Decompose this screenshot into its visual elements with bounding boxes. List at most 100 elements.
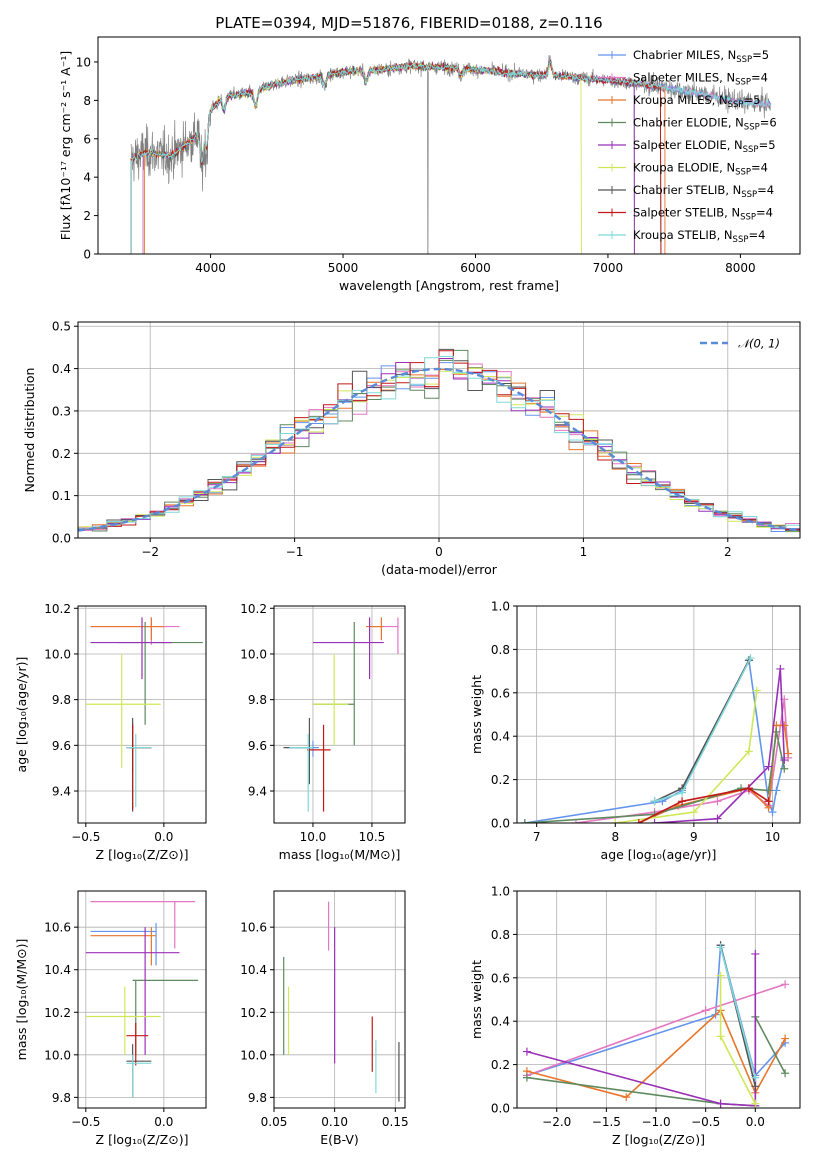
x-tick-label: −1.5: [592, 1115, 621, 1129]
x-tick-label: −0.5: [71, 830, 100, 844]
y-tick-label: 0.8: [491, 928, 510, 942]
age-Z-plot-area: [85, 617, 203, 812]
age-Z-frame: [77, 605, 207, 824]
y-tick-label: 2: [83, 209, 91, 223]
mass-weight-point: [781, 1069, 790, 1078]
chart-title: PLATE=0394, MJD=51876, FIBERID=0188, z=0…: [215, 14, 602, 32]
y-tick-label: 10.0: [44, 647, 71, 661]
y-tick-label: 10.4: [44, 963, 71, 977]
mass-weight-line: [719, 975, 757, 1105]
y-tick-label: 6: [83, 132, 91, 146]
mass-weight-point: [678, 788, 687, 797]
y-tick-label: 8: [83, 94, 91, 108]
mass-weight-point: [522, 1073, 531, 1082]
spectrum-plot-area: [130, 54, 772, 254]
x-tick-label: 6000: [460, 261, 491, 275]
legend-entry-name: Chabrier STELIB, N: [633, 183, 741, 197]
legend-entry-suffix: =4: [757, 183, 774, 197]
x-tick-label: −0.5: [691, 1115, 720, 1129]
y-tick-label: 9.8: [248, 693, 267, 707]
mass-weight-point: [764, 762, 773, 771]
y-tick-label: 4: [83, 171, 91, 185]
mass-EBV-frame: [273, 890, 406, 1109]
mass-weight-point: [716, 971, 725, 980]
legend-entry-suffix: =5: [743, 93, 760, 107]
legend-entry: Kroupa STELIB, NSSP=4: [633, 228, 765, 245]
legend-entry-subscript: SSP: [740, 213, 756, 223]
x-tick-label: 0.0: [154, 1115, 173, 1129]
y-tick-label: 0.4: [491, 730, 510, 744]
x-tick-label: −2.0: [542, 1115, 571, 1129]
legend-entry: Salpeter MILES, NSSP=4: [633, 71, 768, 88]
mass-weight-line: [526, 953, 757, 1107]
mass-Z-panel: −0.5 0.0 9.8 10.0 10.2 10.4 10.6 Z [log₁₀(Z/Z⊙)…: [14, 890, 207, 1147]
mass-weight-line: [654, 659, 750, 803]
mass-weight-Z-panel: −2.0 −1.5 −1.0 −0.5 0.0 0.0 0.2 0.4 0.6 0.8 1.0 Z […: [469, 885, 801, 1147]
x-tick-label: 10.0: [300, 830, 327, 844]
mass-weight-point: [772, 786, 781, 795]
legend-entry-name: Salpeter STELIB, N: [633, 206, 740, 220]
x-tick-label: −2: [141, 545, 159, 559]
x-tick-label: −0.5: [71, 1115, 100, 1129]
mass-weight-point: [780, 756, 789, 765]
legend-entry: Chabrier STELIB, NSSP=4: [633, 183, 774, 200]
x-tick-label: 1: [580, 545, 588, 559]
mass-weight-point: [744, 784, 753, 793]
legend-entry-subscript: SSP: [735, 78, 751, 88]
legend-entry-subscript: SSP: [728, 100, 744, 110]
x-tick-label: 10: [765, 830, 780, 844]
normal-curve-line: [78, 367, 798, 532]
mass-weight-point: [768, 808, 777, 817]
mass-weight-point: [752, 686, 761, 695]
mass-weight-point: [713, 797, 722, 806]
mass-weight-point: [650, 819, 659, 823]
y-tick-label: 10.0: [240, 1048, 267, 1062]
x-tick-label: 0.0: [746, 1115, 765, 1129]
x-tick-label: 4000: [195, 261, 226, 275]
x-tick-label: 8000: [725, 261, 756, 275]
x-axis-label: Z [log₁₀(Z/Z⊙)]: [96, 1132, 189, 1147]
x-axis-label: (data-model)/error: [381, 562, 498, 577]
x-tick-label: 2: [724, 545, 732, 559]
x-tick-label: 10.5: [359, 830, 386, 844]
mass-weight-point: [520, 819, 529, 823]
legend-entry-subscript: SSP: [735, 168, 751, 178]
y-tick-label: 0.2: [52, 447, 71, 461]
mass-weight-Z-frame: [516, 890, 801, 1109]
x-tick-label: 5000: [328, 261, 359, 275]
y-tick-label: 10.4: [240, 963, 267, 977]
mass-weight-point: [689, 808, 698, 817]
legend-entry: Chabrier ELODIE, NSSP=6: [633, 116, 777, 133]
x-axis-label: age [log₁₀(age/yr)]: [601, 847, 717, 862]
y-tick-label: 0.4: [491, 1015, 510, 1029]
mass-weight-point: [713, 814, 722, 823]
y-tick-label: 0: [83, 248, 91, 262]
mass-weight-point: [522, 1047, 531, 1056]
y-tick-label: 10.6: [240, 921, 267, 935]
y-tick-label: 10.2: [240, 602, 267, 616]
legend-entry: Kroupa MILES, NSSP=5: [633, 93, 760, 110]
mass-weight-point: [780, 764, 789, 773]
legend-entry: Chabrier MILES, NSSP=5: [633, 48, 769, 65]
y-tick-label: 0.5: [52, 320, 71, 334]
legend-entry-subscript: SSP: [744, 123, 760, 133]
y-tick-label: 0.4: [52, 362, 71, 376]
mass-weight-point: [716, 943, 725, 952]
legend-entry-suffix: =4: [756, 206, 773, 220]
mass-weight-point: [744, 747, 753, 756]
y-tick-label: 0.3: [52, 404, 71, 418]
y-tick-label: 9.4: [248, 785, 267, 799]
mass-weight-point: [751, 1073, 760, 1082]
mass-weight-line: [638, 787, 770, 823]
y-tick-label: 0.6: [491, 971, 510, 985]
legend-entry-name: Salpeter ELODIE, N: [633, 138, 743, 152]
mass-Z-frame: [77, 890, 207, 1109]
x-tick-label: 0.05: [261, 1115, 288, 1129]
y-tick-label: 10.2: [44, 1006, 71, 1020]
model-spectrum-line: [130, 61, 772, 254]
x-axis-label: mass [log₁₀(M/M⊙)]: [279, 847, 401, 862]
age-Z-panel: −0.5 0.0 9.4 9.6 9.8 10.0 10.2 Z [log₁₀(Z/Z⊙)] a…: [14, 602, 207, 862]
y-tick-label: 9.8: [52, 1091, 71, 1105]
mass-weight-line: [615, 690, 758, 823]
legend-entry: Salpeter ELODIE, NSSP=5: [633, 138, 776, 155]
